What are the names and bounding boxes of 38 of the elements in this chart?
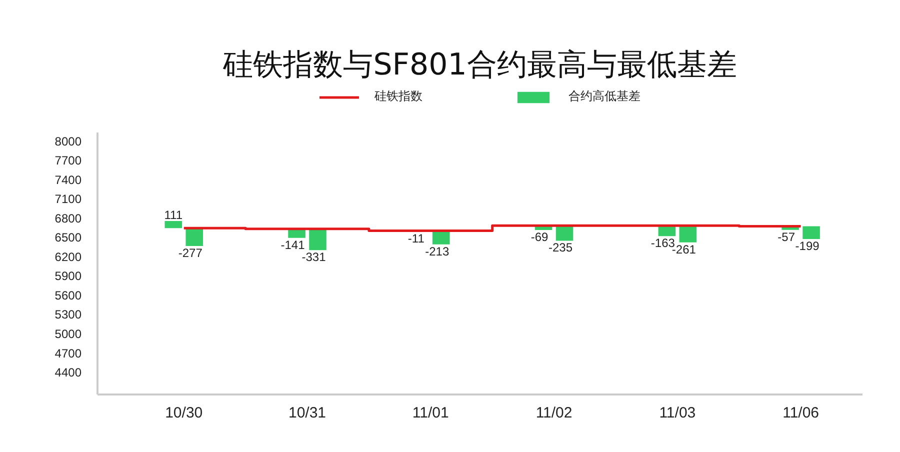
y-tick-label: 4400 bbox=[54, 366, 82, 380]
y-tick-label: 8000 bbox=[54, 134, 82, 148]
y-tick-label: 5000 bbox=[54, 326, 82, 341]
y-tick-label: 5600 bbox=[54, 288, 82, 302]
data-label: -11 bbox=[408, 231, 425, 246]
bar bbox=[679, 226, 697, 242]
bar bbox=[309, 228, 326, 250]
x-tick-label: 11/01 bbox=[412, 404, 449, 422]
data-label: -277 bbox=[178, 246, 203, 260]
y-tick-label: 4700 bbox=[54, 346, 82, 360]
x-tick-label: 10/31 bbox=[288, 404, 326, 422]
x-tick-label: 11/06 bbox=[782, 404, 820, 422]
data-label: -57 bbox=[778, 230, 796, 244]
y-tick-label: 6200 bbox=[54, 250, 82, 264]
data-label: -331 bbox=[302, 250, 326, 264]
bar bbox=[186, 228, 203, 246]
legend-label: 硅铁指数 bbox=[374, 88, 422, 105]
data-label: -199 bbox=[795, 239, 820, 254]
y-tick-label: 6800 bbox=[54, 211, 82, 226]
bar bbox=[164, 221, 182, 228]
x-tick-label: 11/03 bbox=[659, 404, 696, 422]
y-tick-label: 6500 bbox=[54, 230, 82, 245]
y-tick-label: 7400 bbox=[54, 172, 82, 187]
bar bbox=[802, 226, 820, 240]
y-tick-label: 5300 bbox=[54, 308, 82, 322]
y-tick-label: 5900 bbox=[54, 269, 82, 284]
legend-label: 合约高低基差 bbox=[568, 88, 640, 105]
y-tick-label: 7100 bbox=[54, 192, 82, 206]
chart-title: 硅铁指数与SF801合约最高与最低基差 bbox=[222, 48, 737, 82]
data-label: -213 bbox=[425, 244, 450, 258]
data-label: -141 bbox=[280, 238, 306, 252]
x-tick-label: 10/30 bbox=[165, 404, 203, 422]
x-tick-label: 11/02 bbox=[536, 404, 572, 422]
data-label: -235 bbox=[548, 240, 573, 255]
y-tick-label: 7700 bbox=[54, 154, 82, 168]
data-label: -163 bbox=[650, 236, 676, 250]
data-label: -69 bbox=[530, 230, 549, 244]
data-label: 111 bbox=[164, 208, 183, 222]
